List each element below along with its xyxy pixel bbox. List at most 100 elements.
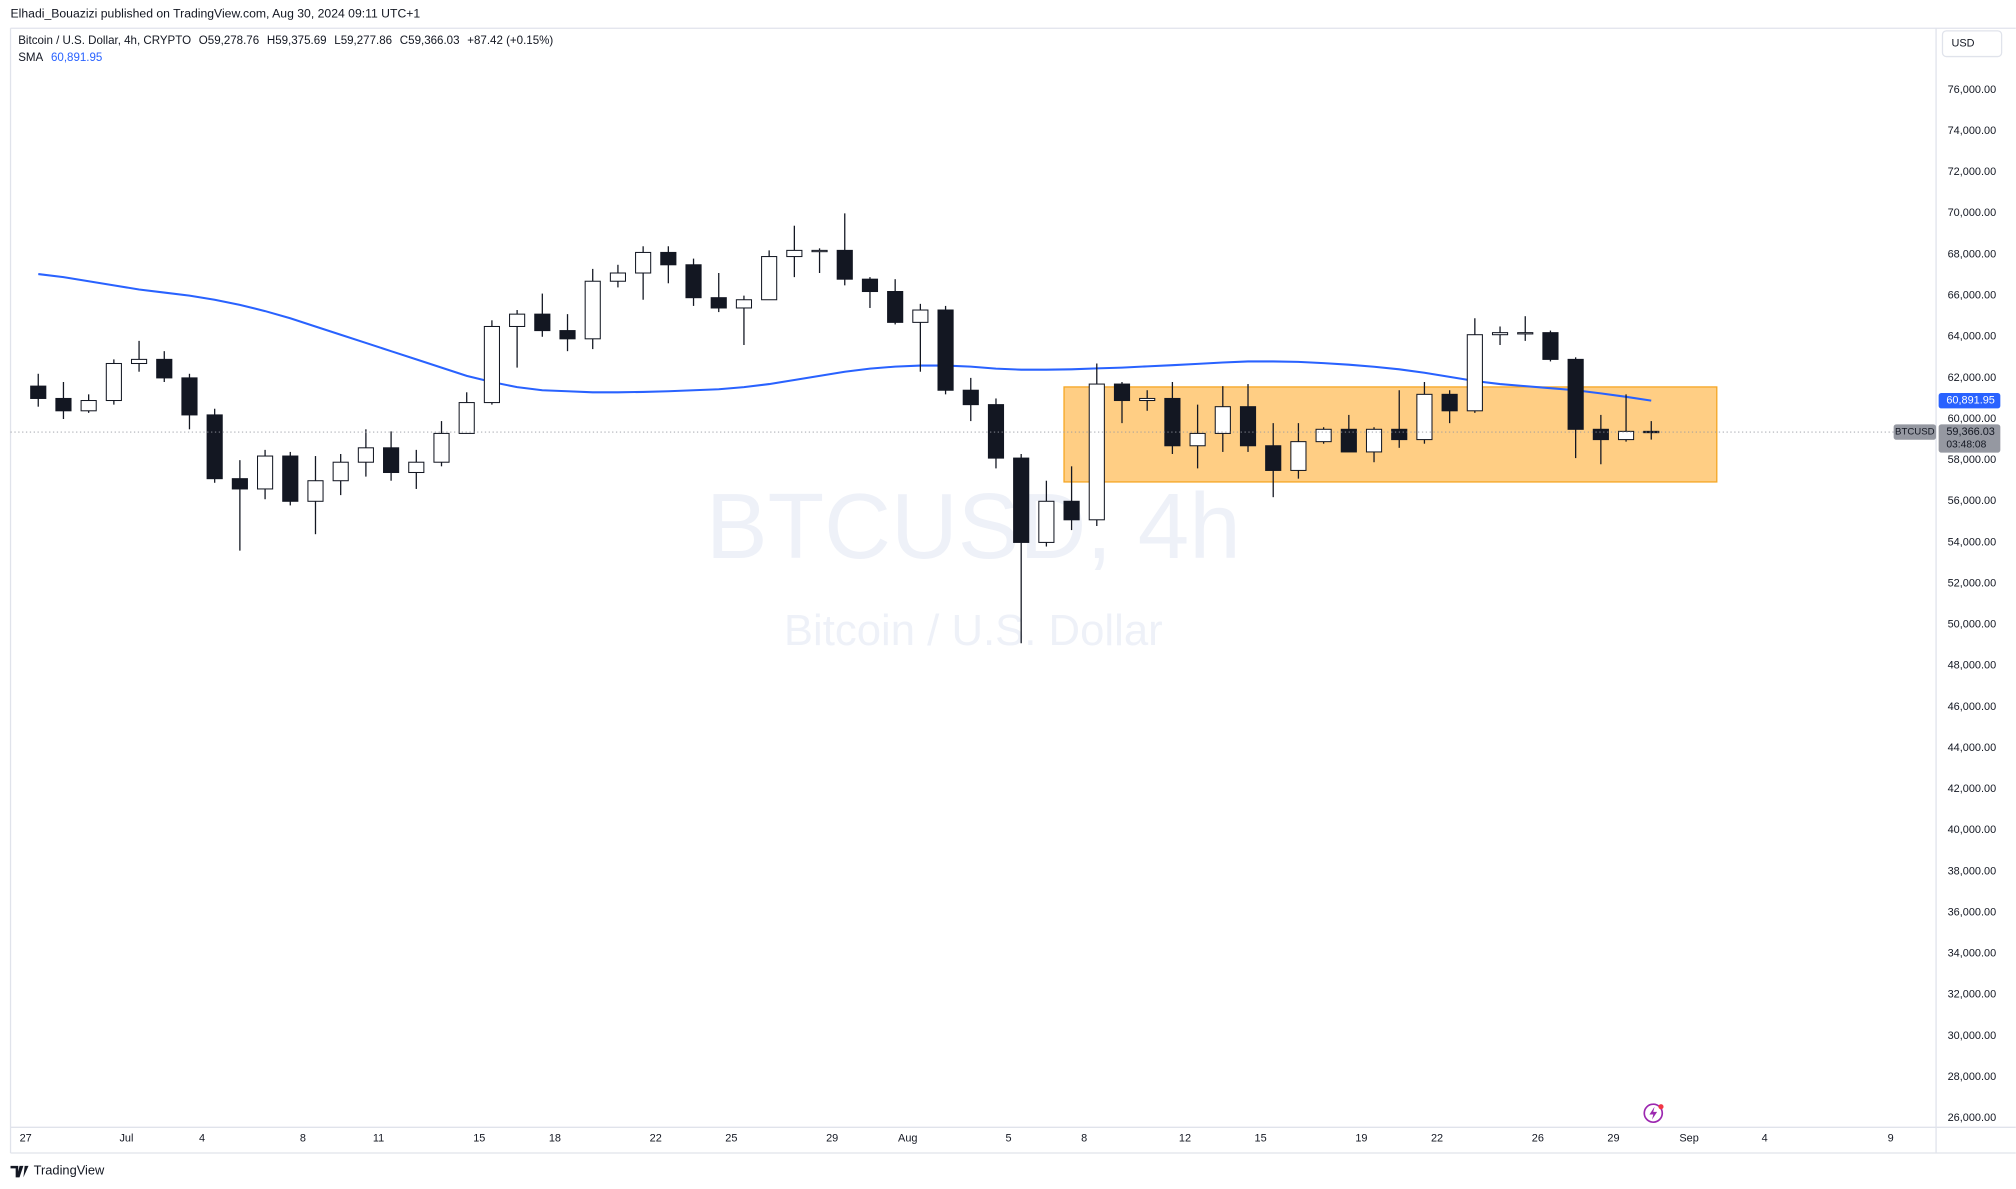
watermark-name: Bitcoin / U.S. Dollar <box>784 606 1163 655</box>
y-tick-label: 46,000.00 <box>1948 701 1997 713</box>
candle-body <box>1592 428 1609 441</box>
candle-body <box>383 447 400 474</box>
candle-body <box>483 325 500 404</box>
candle-body <box>912 309 929 323</box>
y-tick-label: 54,000.00 <box>1948 536 1997 548</box>
candle-body <box>1643 430 1660 434</box>
ohlc-h: 59,375.69 <box>275 35 326 47</box>
candle-body <box>509 313 526 327</box>
candle-body <box>1139 397 1156 402</box>
candle-body <box>257 455 274 490</box>
candle-body <box>1466 334 1483 412</box>
x-tick-label: 22 <box>650 1133 662 1145</box>
x-tick-label: 11 <box>373 1133 384 1145</box>
x-tick-label: 4 <box>199 1133 205 1145</box>
currency[interactable]: USD <box>1951 38 1974 50</box>
candle-body <box>1265 445 1282 471</box>
candle-body <box>861 278 879 293</box>
y-tick-label: 28,000.00 <box>1948 1071 1997 1083</box>
lightning-icon[interactable] <box>1643 1103 1664 1123</box>
x-tick-label: 12 <box>1179 1133 1191 1145</box>
candle-body <box>1013 457 1030 543</box>
symbol-tag <box>1893 424 1937 440</box>
y-tick-label: 64,000.00 <box>1948 331 1997 343</box>
sma-tag <box>1938 392 2001 409</box>
candle-body <box>710 297 727 309</box>
last-price-label: 59,366.03 <box>1946 426 1995 438</box>
candle-body <box>30 385 47 399</box>
candle-body <box>1063 500 1080 521</box>
currency-button[interactable] <box>1941 30 2003 58</box>
candle-body <box>1617 430 1635 441</box>
candle-body <box>433 432 450 463</box>
ohlc-o: 59,278.76 <box>208 35 259 47</box>
sma-label: SMA <box>18 52 43 64</box>
y-tick-label: 66,000.00 <box>1948 290 1997 302</box>
candle-body <box>987 404 1005 459</box>
candle-body <box>1340 428 1357 453</box>
last-price-tag <box>1938 424 2001 453</box>
y-tick-label: 32,000.00 <box>1948 989 1997 1001</box>
y-tick-label: 70,000.00 <box>1948 207 1997 219</box>
candle-body <box>534 313 551 332</box>
ohlc-l: 59,277.86 <box>341 35 392 47</box>
y-tick-label: 34,000.00 <box>1948 948 1997 960</box>
y-tick-label: 42,000.00 <box>1948 783 1997 795</box>
y-tick-label: 48,000.00 <box>1948 660 1997 672</box>
candle-body <box>130 358 148 365</box>
candle-body <box>761 256 778 301</box>
ohlc-c-label: C <box>400 35 408 47</box>
y-tick-label: 30,000.00 <box>1948 1030 1997 1042</box>
candle-body <box>635 251 652 274</box>
y-tick-label: 38,000.00 <box>1948 865 1997 877</box>
candle-body <box>609 272 627 282</box>
x-tick-label: 18 <box>549 1133 561 1145</box>
y-tick-label: 44,000.00 <box>1948 742 1997 754</box>
candle-body <box>1088 383 1105 521</box>
x-tick-label: 15 <box>473 1133 485 1145</box>
x-tick-label: Jul <box>119 1133 133 1145</box>
candle-body <box>80 400 97 412</box>
ohlc-c: 59,366.03 <box>408 35 459 47</box>
candle-body <box>1290 441 1307 471</box>
footer-brand[interactable]: TradingView <box>34 1162 105 1177</box>
ohlc-l-label: L <box>334 35 341 47</box>
x-tick-label: 8 <box>300 1133 306 1145</box>
candle-body <box>332 461 349 482</box>
footer-logo[interactable] <box>10 1165 29 1178</box>
candle-body <box>1542 332 1559 360</box>
candle-body <box>1441 393 1458 412</box>
candle-body <box>584 280 601 340</box>
ohlc-o-label: O <box>199 35 208 47</box>
candle-body <box>1491 332 1509 336</box>
x-tick-label: 29 <box>1607 1133 1619 1145</box>
y-tick-label: 60,000.00 <box>1948 413 1997 425</box>
candle-body <box>660 251 677 266</box>
x-tick-label: 22 <box>1431 1133 1443 1145</box>
x-tick-label: 27 <box>20 1133 32 1145</box>
candle-body <box>786 249 803 258</box>
candle-body <box>307 480 324 502</box>
candle-body <box>1113 383 1131 402</box>
y-tick-label: 50,000.00 <box>1948 619 1997 631</box>
candle-body <box>559 330 576 340</box>
x-tick-label: 26 <box>1532 1133 1544 1145</box>
candle-body <box>1239 406 1257 447</box>
sma-line <box>38 273 1652 402</box>
y-tick-label: 74,000.00 <box>1948 125 1997 137</box>
y-tick-label: 26,000.00 <box>1948 1112 1997 1124</box>
x-tick-label: 25 <box>725 1133 737 1145</box>
y-tick-label: 72,000.00 <box>1948 166 1997 178</box>
candle-body <box>1567 358 1584 430</box>
sma-tag-label: 60,891.95 <box>1946 395 1995 407</box>
candle-body <box>458 402 475 434</box>
candle-body <box>811 249 828 253</box>
x-tick-label: Aug <box>898 1133 917 1145</box>
x-tick-label: 4 <box>1762 1133 1768 1145</box>
candle-body <box>1214 406 1231 434</box>
sma-value: 60,891.95 <box>51 52 102 64</box>
y-tick-label: 68,000.00 <box>1948 248 1997 260</box>
candle-body <box>1391 428 1408 441</box>
symbol-name: Bitcoin / U.S. Dollar, 4h, CRYPTO <box>18 35 191 47</box>
